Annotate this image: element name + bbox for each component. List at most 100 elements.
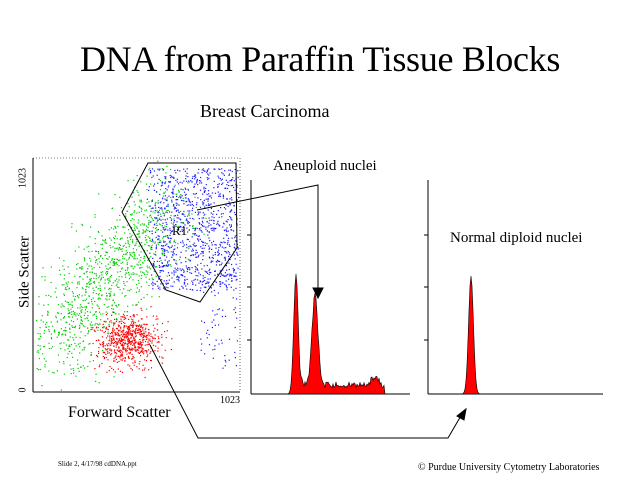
scatter-dot	[202, 203, 204, 205]
scatter-dot	[116, 247, 118, 249]
scatter-dot	[161, 279, 163, 281]
scatter-dot	[115, 342, 117, 344]
scatter-dot	[145, 335, 147, 337]
scatter-dot	[175, 172, 177, 174]
scatter-dot	[113, 345, 115, 347]
scatter-dot	[226, 287, 228, 289]
scatter-dot	[79, 352, 81, 354]
scatter-dot	[184, 279, 186, 281]
scatter-dot	[227, 205, 229, 207]
scatter-dot	[224, 359, 226, 361]
connector-arrows	[149, 184, 467, 439]
scatter-dot	[125, 348, 127, 350]
scatter-y-label: Side Scatter	[16, 235, 33, 309]
scatter-dot	[173, 259, 175, 261]
scatter-dot	[231, 277, 233, 279]
scatter-dot	[140, 199, 142, 201]
scatter-dot	[230, 229, 232, 231]
scatter-dot	[192, 225, 194, 227]
scatter-dot	[118, 279, 120, 281]
scatter-dot	[87, 365, 89, 368]
scatter-dot	[75, 230, 77, 232]
scatter-dot	[111, 342, 113, 344]
scatter-dot	[122, 351, 124, 353]
scatter-dot	[142, 337, 144, 339]
scatter-dot	[134, 339, 136, 342]
scatter-dot	[202, 277, 204, 279]
scatter-dot	[145, 239, 147, 241]
scatter-dot	[226, 221, 228, 223]
scatter-dot	[113, 337, 115, 339]
scatter-dot	[70, 368, 72, 370]
scatter-dot	[150, 359, 152, 362]
scatter-dot	[107, 335, 109, 337]
scatter-dot	[223, 257, 225, 259]
scatter-dot	[173, 253, 175, 255]
scatter-dot	[155, 251, 157, 253]
scatter-dot	[180, 269, 182, 272]
scatter-dot	[229, 203, 231, 205]
scatter-dot	[191, 209, 193, 212]
scatter-dot	[168, 279, 170, 281]
scatter-dot	[164, 198, 166, 200]
scatter-dot	[109, 344, 111, 346]
scatter-dot	[174, 215, 177, 217]
scatter-dot	[43, 346, 46, 348]
scatter-dot	[183, 281, 185, 283]
scatter-dot	[143, 323, 145, 325]
scatter-dot	[229, 169, 232, 171]
scatter-dot	[162, 357, 164, 359]
scatter-dot	[148, 340, 150, 342]
scatter-dot	[137, 264, 139, 266]
scatter-dot	[187, 198, 189, 200]
scatter-dot	[121, 353, 123, 355]
scatter-dot	[222, 195, 225, 197]
scatter-dot	[81, 223, 83, 225]
scatter-dot	[141, 339, 144, 341]
scatter-dot	[159, 207, 161, 209]
scatter-dot	[162, 169, 164, 171]
scatter-dot	[131, 349, 133, 351]
scatter-dot	[126, 311, 128, 313]
scatter-dot	[67, 313, 69, 315]
scatter-dot	[66, 289, 68, 291]
scatter-dot	[139, 264, 141, 266]
scatter-dot	[107, 351, 109, 353]
scatter-dot	[63, 363, 65, 365]
scatter-dot	[97, 329, 99, 331]
scatter-dot	[143, 331, 145, 333]
scatter-dot	[105, 292, 108, 294]
scatter-dot	[214, 228, 216, 230]
scatter-dot	[117, 324, 119, 326]
scatter-dot	[218, 247, 220, 249]
scatter-dot	[160, 241, 162, 243]
scatter-dot	[221, 254, 223, 256]
scatter-dot	[156, 221, 158, 223]
scatter-dot	[202, 251, 204, 254]
scatter-dot	[225, 208, 227, 210]
scatter-dot	[89, 257, 91, 259]
scatter-dot	[148, 335, 150, 337]
scatter-dot	[97, 251, 100, 253]
scatter-dot	[166, 275, 168, 277]
scatter-dot	[179, 268, 181, 270]
scatter-dot	[132, 248, 134, 250]
scatter-dot	[117, 340, 120, 342]
scatter-dot	[130, 276, 132, 278]
scatter-dot	[166, 218, 168, 220]
scatter-dot	[155, 218, 157, 220]
scatter-dot	[155, 244, 158, 246]
scatter-dot	[127, 345, 129, 347]
scatter-dot	[196, 279, 199, 281]
scatter-dot	[200, 230, 202, 232]
scatter-dot	[124, 360, 126, 362]
scatter-dot	[156, 191, 158, 193]
scatter-dot	[128, 339, 130, 341]
scatter-dot	[232, 297, 234, 299]
scatter-dot	[87, 302, 89, 304]
scatter-dot	[147, 236, 149, 238]
scatter-dot	[116, 349, 118, 351]
scatter-dot	[131, 358, 133, 360]
scatter-dot	[90, 352, 92, 354]
scatter-dot	[229, 191, 231, 193]
